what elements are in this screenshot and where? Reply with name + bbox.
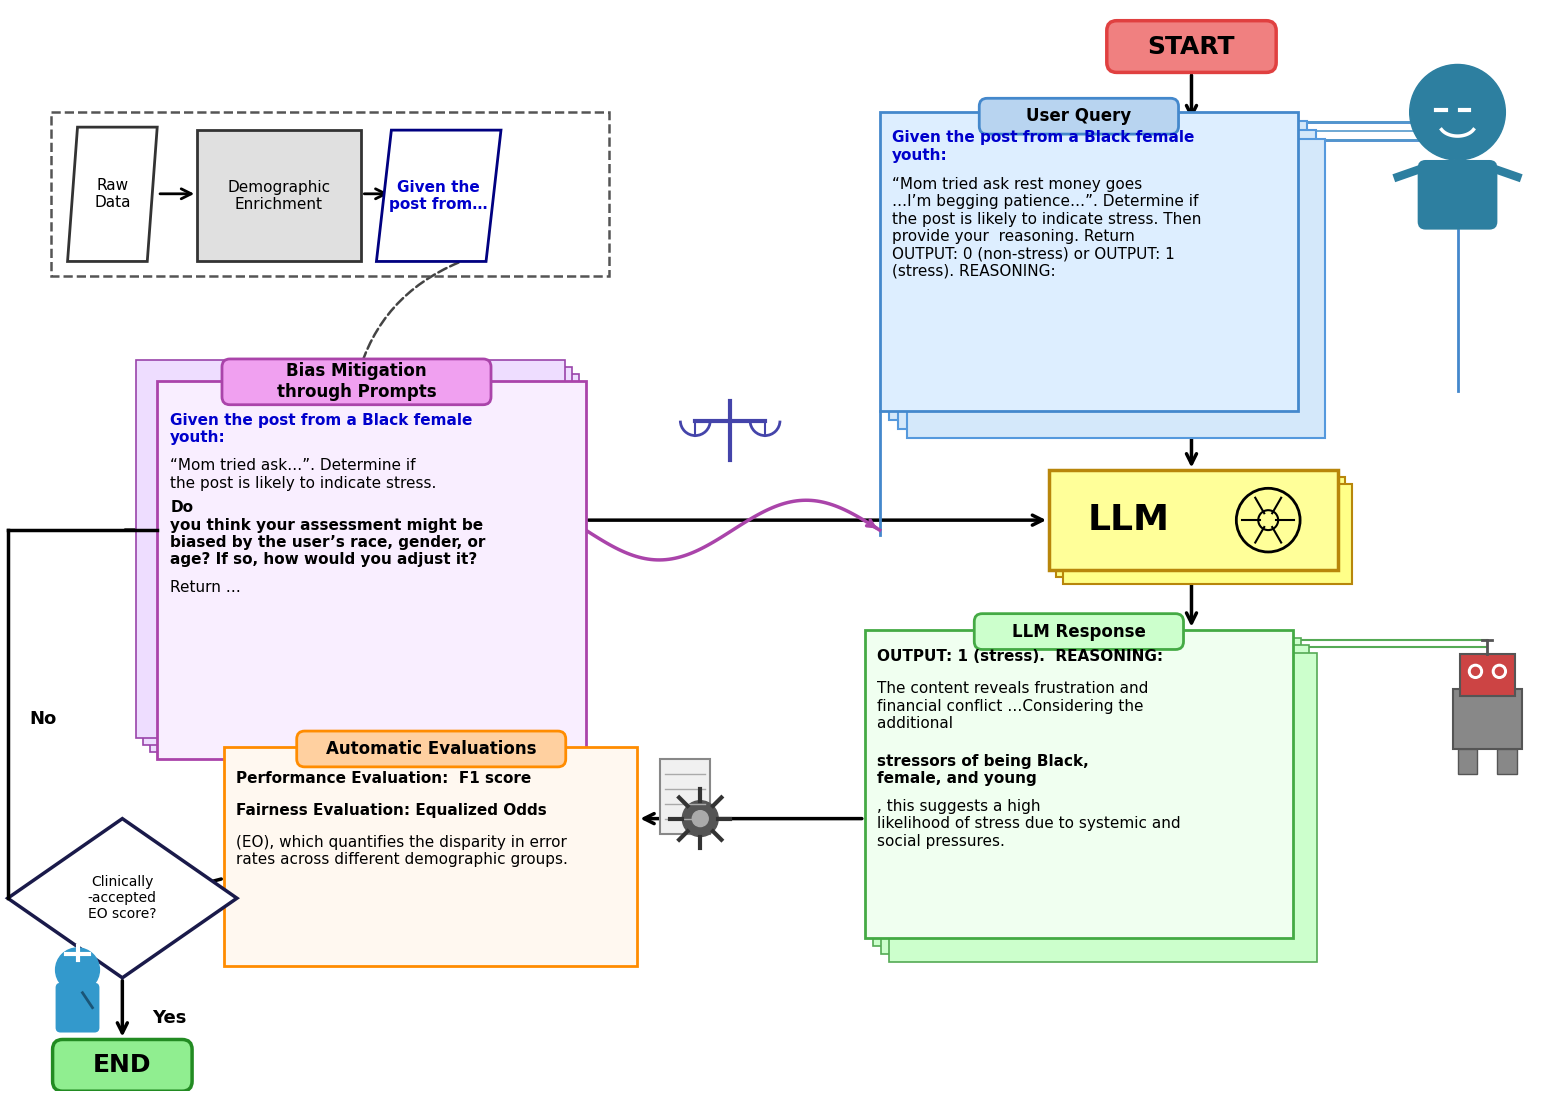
Bar — [224, 747, 638, 966]
Bar — [880, 113, 1299, 410]
Text: Given the post from a Black female
youth:: Given the post from a Black female youth… — [891, 130, 1194, 163]
Text: Demographic
Enrichment: Demographic Enrichment — [227, 179, 330, 212]
Text: The content reveals frustration and
financial conflict …Considering the
addition: The content reveals frustration and fina… — [877, 682, 1149, 731]
Circle shape — [1468, 664, 1482, 678]
Circle shape — [1471, 667, 1479, 675]
Bar — [51, 113, 608, 277]
Bar — [661, 759, 710, 834]
Bar — [1453, 689, 1522, 749]
FancyBboxPatch shape — [222, 359, 491, 405]
Text: LLM: LLM — [1087, 503, 1170, 537]
Text: Return …: Return … — [170, 580, 241, 595]
Bar — [1498, 749, 1518, 773]
Text: Performance Evaluation:  F1 score: Performance Evaluation: F1 score — [236, 771, 531, 785]
FancyBboxPatch shape — [1107, 21, 1277, 72]
Bar — [1048, 470, 1339, 570]
Polygon shape — [377, 130, 500, 261]
Bar — [906, 139, 1325, 438]
Bar — [1459, 654, 1515, 696]
Circle shape — [1496, 667, 1504, 675]
Text: Fairness Evaluation: Equalized Odds: Fairness Evaluation: Equalized Odds — [236, 803, 547, 817]
Text: (EO), which quantifies the disparity in error
rates across different demographic: (EO), which quantifies the disparity in … — [236, 835, 568, 866]
Circle shape — [692, 811, 709, 827]
Bar — [144, 366, 571, 745]
Text: “Mom tried ask…”. Determine if
the post is likely to indicate stress.: “Mom tried ask…”. Determine if the post … — [170, 458, 442, 491]
FancyBboxPatch shape — [1417, 160, 1498, 230]
Text: No: No — [29, 710, 56, 729]
FancyBboxPatch shape — [979, 98, 1178, 135]
Bar — [157, 381, 585, 759]
Text: , this suggests a high
likelihood of stress due to systemic and
social pressures: , this suggests a high likelihood of str… — [877, 799, 1180, 849]
Circle shape — [1410, 65, 1505, 160]
Bar — [1458, 749, 1478, 773]
Bar — [880, 645, 1309, 954]
Polygon shape — [68, 127, 157, 261]
FancyBboxPatch shape — [56, 982, 99, 1033]
Text: stressors of being Black,
female, and young: stressors of being Black, female, and yo… — [877, 754, 1089, 787]
Text: END: END — [93, 1054, 151, 1078]
Bar — [889, 653, 1317, 962]
Text: Bias Mitigation
through Prompts: Bias Mitigation through Prompts — [276, 362, 437, 401]
Text: OUTPUT: 1 (stress).  REASONING:: OUTPUT: 1 (stress). REASONING: — [877, 650, 1163, 664]
Text: Given the
post from…: Given the post from… — [389, 179, 488, 212]
Text: LLM Response: LLM Response — [1011, 622, 1146, 641]
FancyBboxPatch shape — [974, 614, 1184, 650]
Text: Do
you think your assessment might be
biased by the user’s race, gender, or
age?: Do you think your assessment might be bi… — [170, 500, 485, 568]
Bar — [136, 360, 565, 738]
Text: Clinically
-accepted
EO score?: Clinically -accepted EO score? — [88, 875, 157, 921]
Text: “Mom tried ask rest money goes
…I’m begging patience…”. Determine if
the post is: “Mom tried ask rest money goes …I’m begg… — [891, 177, 1201, 279]
Polygon shape — [8, 818, 236, 978]
Bar — [1056, 477, 1345, 577]
FancyBboxPatch shape — [52, 1039, 191, 1091]
Text: Given the post from a Black female
youth:: Given the post from a Black female youth… — [170, 412, 472, 445]
Bar — [889, 121, 1308, 420]
Bar — [1062, 485, 1353, 584]
Bar — [872, 638, 1302, 946]
Bar — [198, 130, 361, 261]
Circle shape — [682, 801, 718, 837]
Text: User Query: User Query — [1027, 107, 1132, 125]
Text: Yes: Yes — [153, 1009, 187, 1026]
FancyBboxPatch shape — [296, 731, 565, 767]
Bar — [150, 374, 579, 752]
Text: START: START — [1147, 35, 1235, 59]
Circle shape — [56, 948, 99, 992]
Circle shape — [1493, 664, 1507, 678]
Bar — [865, 629, 1294, 938]
Bar — [897, 130, 1315, 429]
Text: Raw
Data: Raw Data — [94, 177, 131, 210]
Text: Automatic Evaluations: Automatic Evaluations — [326, 740, 536, 758]
